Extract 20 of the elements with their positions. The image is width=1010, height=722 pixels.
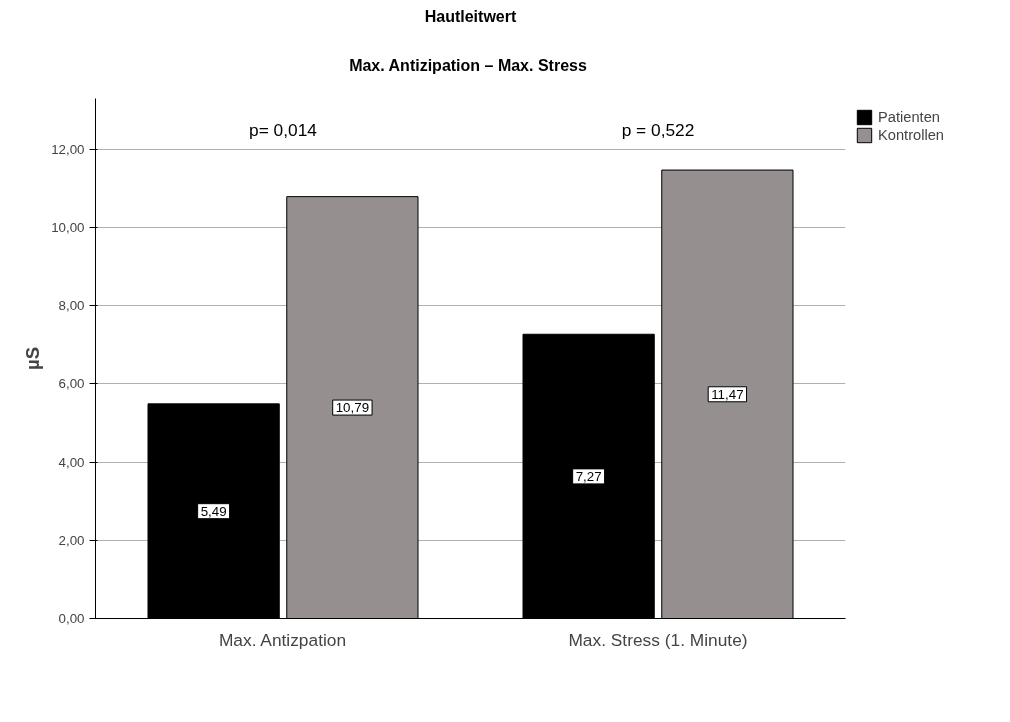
data-label: 10,79	[335, 400, 370, 416]
y-tick-label: 2,00	[58, 532, 85, 548]
data-label: 7,27	[575, 468, 602, 484]
annotation: p = 0,522	[621, 119, 695, 140]
y-tick-label: 6,00	[58, 376, 85, 392]
y-tick-label: 0,00	[58, 611, 85, 626]
y-tick-label: 8,00	[58, 298, 85, 314]
data-label: 5,49	[200, 503, 227, 519]
chart-subtitle: Max. Antizipation – Max. Stress	[349, 56, 587, 74]
data-label: 11,47	[711, 386, 744, 402]
legend-label: Patienten	[878, 109, 940, 125]
y-tick-label: 12,00	[51, 141, 85, 157]
x-tick-label: Max. Stress (1. Minute)	[568, 629, 748, 650]
y-tick-label: 10,00	[51, 220, 85, 236]
legend-label: Kontrollen	[878, 127, 944, 143]
y-axis-title: µS	[22, 346, 44, 371]
chart-title: Hautleitwert	[424, 7, 517, 25]
annotation: p= 0,014	[249, 119, 318, 140]
y-tick-label: 4,00	[58, 454, 85, 470]
x-tick-label: Max. Antizpation	[218, 629, 347, 650]
